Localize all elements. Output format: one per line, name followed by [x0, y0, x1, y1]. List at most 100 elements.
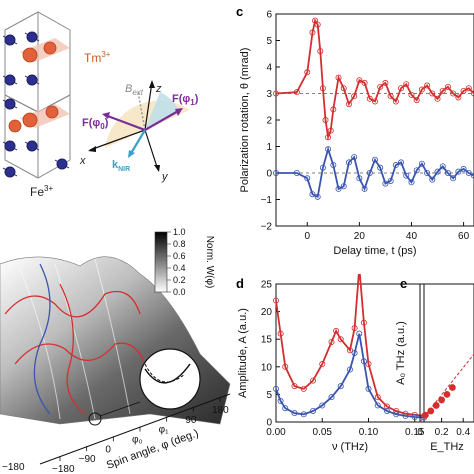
data-point [319, 361, 326, 368]
data-point [282, 405, 289, 412]
data-point [361, 185, 368, 192]
y-tick-label: 2 [266, 116, 272, 127]
panel-e: e 0 0.2 0.4 E_THz A₀ THz (a.u.) [395, 276, 474, 453]
f-phi0-label: F(φ0) [82, 117, 109, 131]
data-point [277, 398, 284, 405]
data-point [439, 87, 446, 94]
data-point [328, 338, 335, 345]
crystal-lattice [4, 11, 71, 179]
data-point [340, 183, 347, 190]
data-point [377, 83, 384, 90]
f-phi1-label: F(φ1) [172, 93, 199, 107]
data-point [309, 29, 316, 36]
data-point [444, 83, 451, 90]
data-point [371, 98, 378, 105]
data-point [293, 89, 300, 96]
data-point [340, 85, 347, 92]
data-point [455, 94, 462, 101]
y-tick-label: 15 [261, 335, 273, 346]
phi-tick-label: 90 [185, 415, 197, 426]
data-point [300, 385, 307, 392]
data-point [317, 48, 324, 55]
data-point [387, 177, 394, 184]
phi-tick-label: 0 [105, 444, 111, 455]
data-point [443, 391, 451, 398]
x-tick-label: 20 [354, 231, 366, 242]
data-point [277, 330, 284, 337]
y-tick-label: 1 [266, 142, 272, 153]
y-tick-label: 3 [266, 89, 272, 100]
k-nir-label: kNIR [112, 159, 130, 173]
data-point [351, 154, 358, 161]
data-point [335, 74, 342, 81]
data-point [337, 383, 344, 390]
panel-letter-d: d [236, 276, 244, 291]
y-tick-label: 0 [266, 418, 272, 429]
data-point [309, 191, 316, 198]
data-point [402, 412, 409, 419]
data-point [310, 407, 317, 414]
phi-tick-label: φ₀ [132, 435, 143, 446]
fit-line [419, 353, 474, 423]
data-point [330, 106, 337, 113]
colorbar-ticks: 1.0 0.8 0.6 0.4 0.2 0.0 [167, 227, 186, 297]
data-point [366, 169, 373, 176]
zoom-inset [88, 348, 201, 426]
panel-letter-c: c [236, 4, 243, 19]
x-tick-label: 0 [304, 231, 310, 242]
panel-b: 1.0 0.8 0.6 0.4 0.2 0.0 Norm. W(φ) 180 90 φ₁ φ₀ 0… [0, 227, 231, 474]
data-point [356, 330, 363, 337]
data-point [434, 168, 441, 175]
y-tick-label: 5 [266, 390, 272, 401]
data-point [398, 159, 405, 166]
data-point [460, 87, 467, 94]
data-point [335, 185, 342, 192]
data-point [314, 193, 321, 200]
data-point [424, 82, 431, 89]
data-point [291, 410, 298, 417]
z-axis-label: z [155, 83, 162, 95]
phi-tick-label: −180 [52, 464, 75, 474]
x-tick-label: 0.00 [266, 427, 286, 438]
x-axis-label: Delay time, t (ps) [333, 245, 416, 257]
phi-tick-label: φ₁ [159, 425, 169, 436]
colorbar-tick-label: 0.4 [173, 263, 186, 273]
data-point [374, 394, 381, 401]
data-point [392, 98, 399, 105]
left-axis-tick: −180 [2, 462, 25, 473]
data-point [360, 358, 367, 365]
y-axis-label: Amplitude, A (a.u.) [237, 308, 249, 398]
y-tick-label: −2 [261, 222, 273, 233]
colorbar-label: Norm. W(φ) [204, 236, 215, 289]
data-point [345, 159, 352, 166]
x-tick-label: 60 [458, 231, 470, 242]
data-point [300, 411, 307, 418]
data-point [429, 176, 436, 183]
data-point [382, 180, 389, 187]
series-line [275, 18, 474, 141]
data-point [374, 402, 381, 409]
x-tick-label: 40 [406, 231, 418, 242]
panel-a: Tm3+ Fe3+ Bext z x y F(φ0) F(φ1) kNIR [2, 11, 199, 199]
data-point [325, 134, 332, 141]
phi-axis-ticks: 180 90 φ₁ φ₀ 0 −90 −180 [52, 397, 229, 474]
phi-tick-label: 180 [212, 405, 229, 416]
y-axis-label: A₀ THz (a.u.) [395, 321, 407, 385]
data-point [365, 361, 372, 368]
colorbar [154, 231, 168, 293]
trajectory-lines [4, 263, 146, 415]
data-point [273, 385, 280, 392]
data-point [392, 162, 399, 169]
colorbar-tick-label: 0.8 [173, 239, 186, 249]
x-axis-label: E_THz [430, 441, 464, 453]
plot-frame [419, 283, 474, 423]
data-point [429, 90, 436, 97]
data-point [398, 85, 405, 92]
data-point [273, 90, 280, 97]
series-line [275, 274, 425, 417]
data-point [383, 403, 390, 410]
data-point [322, 117, 329, 124]
data-point [273, 297, 280, 304]
data-point [310, 377, 317, 384]
tm-label: Tm3+ [84, 50, 111, 65]
